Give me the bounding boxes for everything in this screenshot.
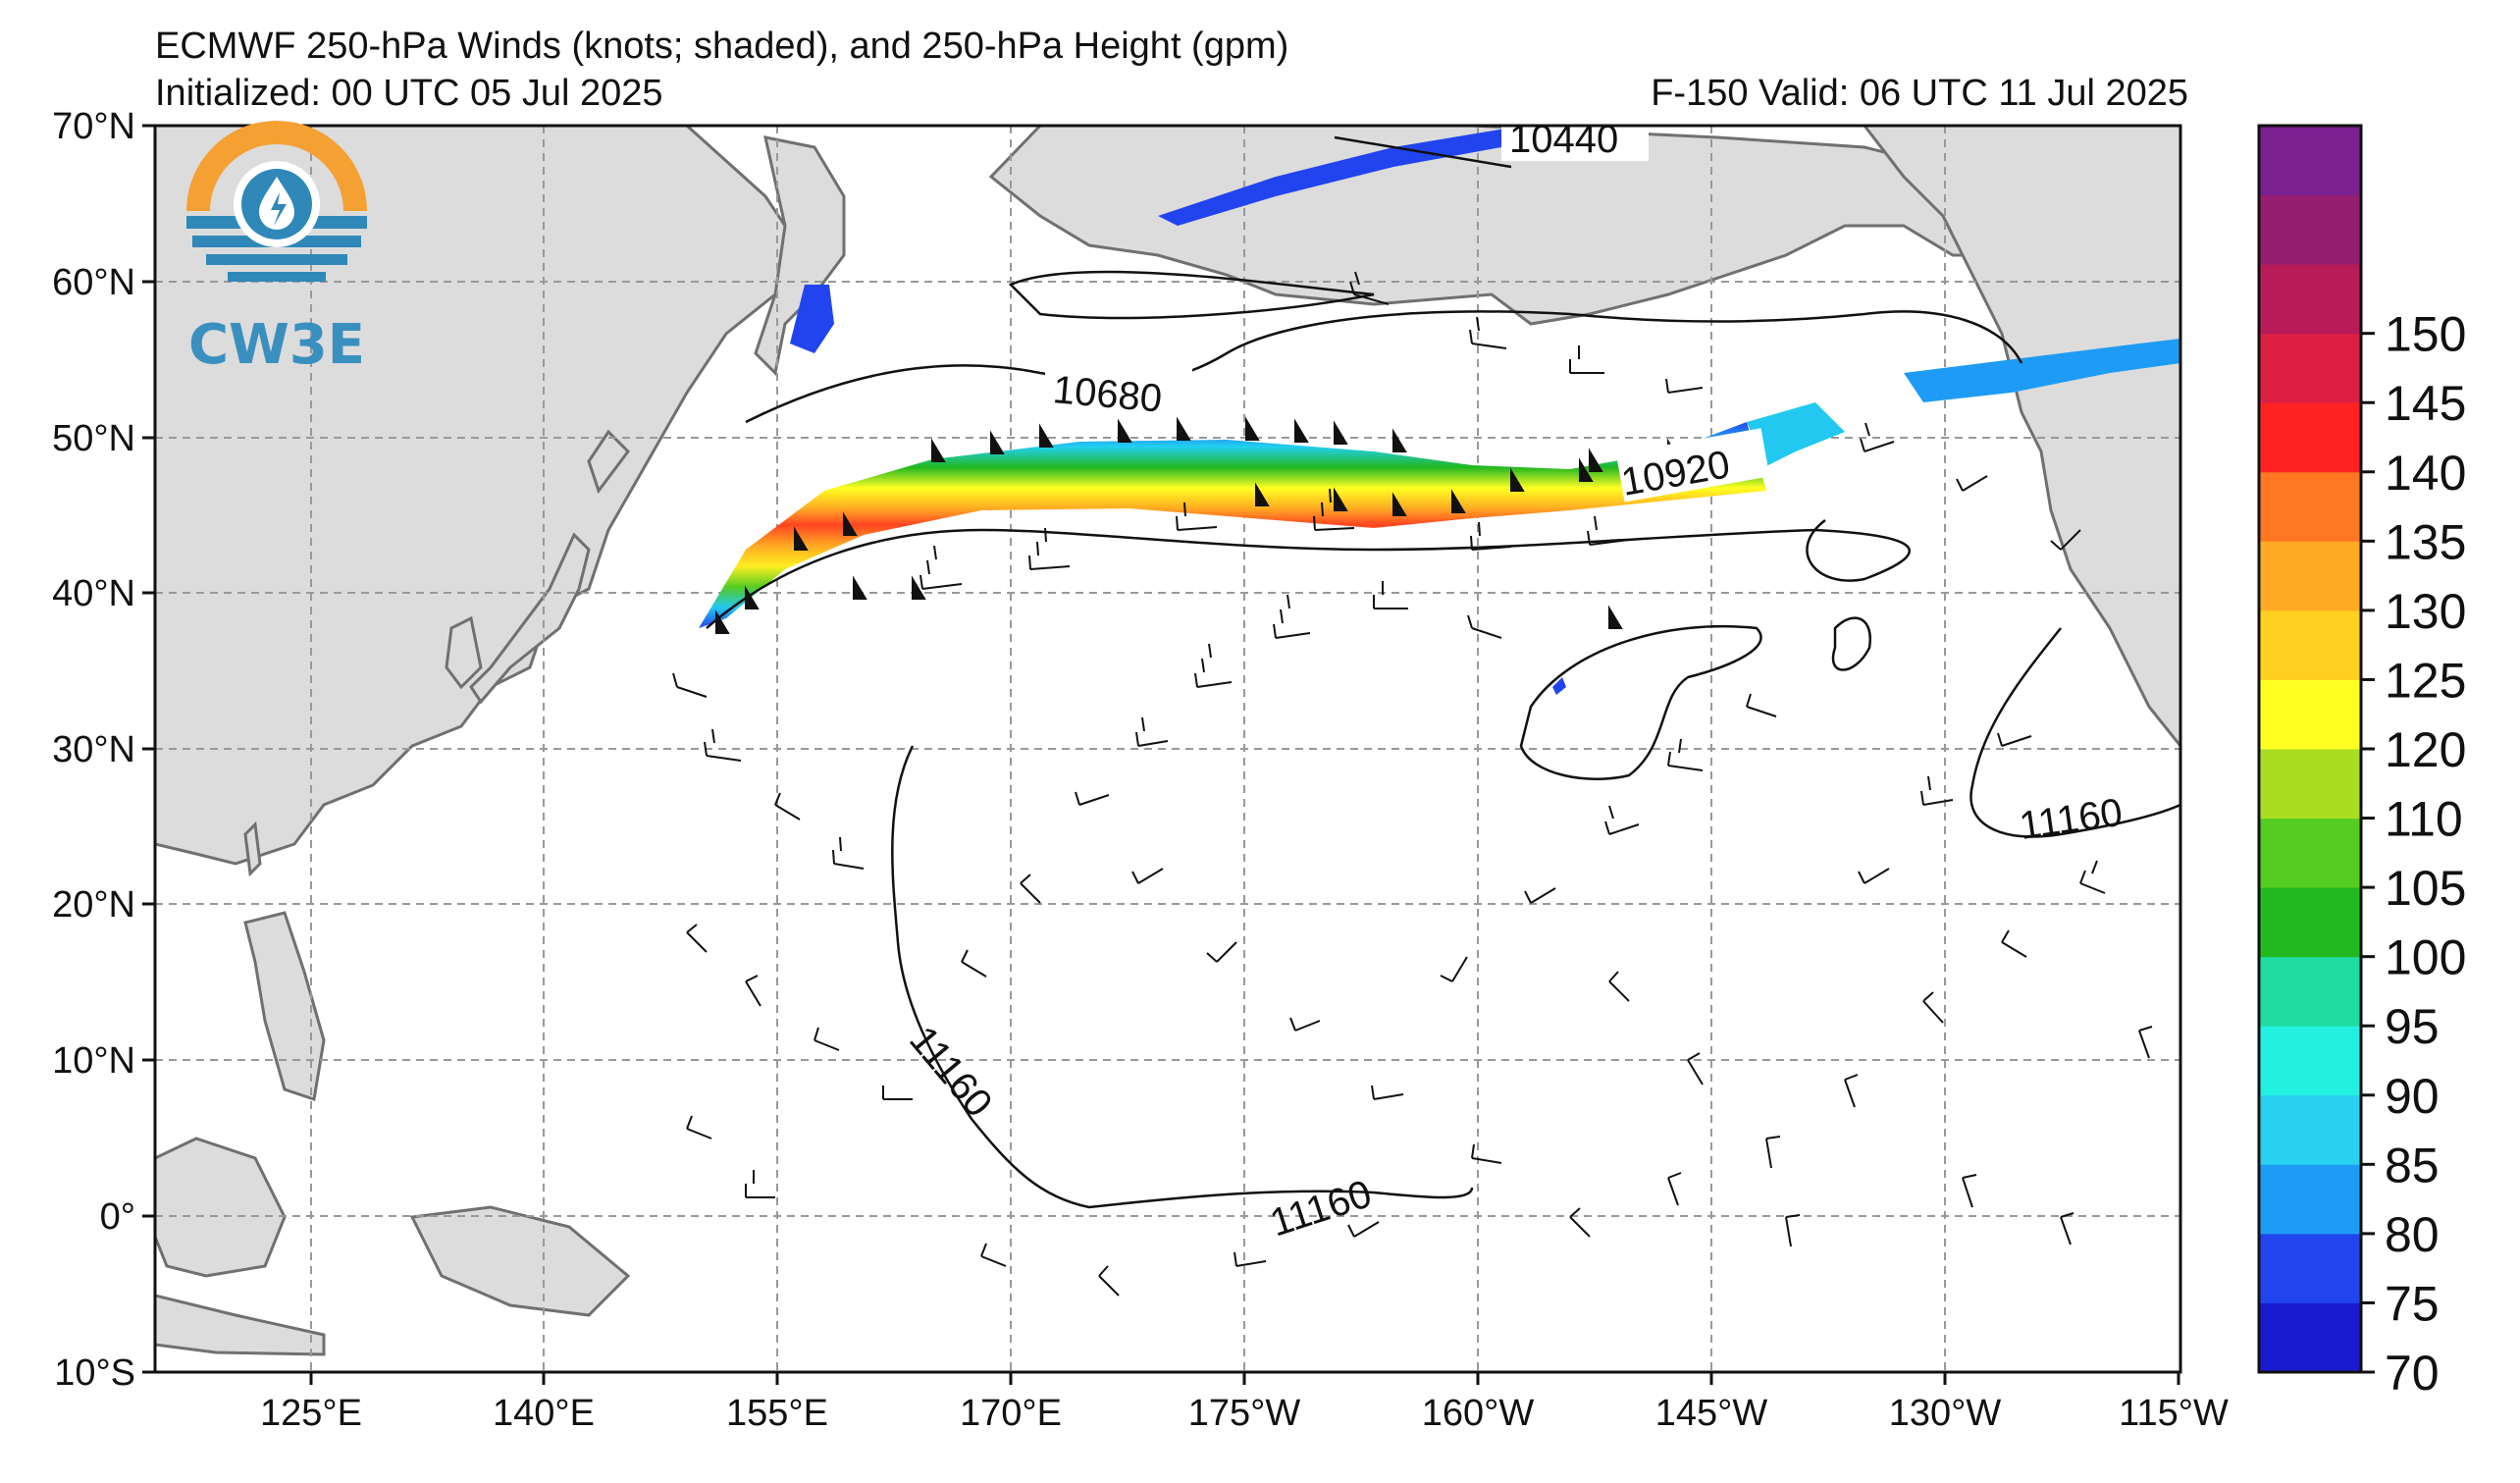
colorbar-swatch [2259, 264, 2361, 335]
logo-text: CW3E [188, 313, 365, 377]
logo-wave-4 [228, 272, 326, 282]
colorbar-tick-label: 75 [2385, 1276, 2440, 1331]
colorbar-swatch [2259, 194, 2361, 265]
colorbar-tick-label: 135 [2385, 514, 2466, 569]
contour-10440 [1334, 135, 1512, 169]
height-contours [706, 135, 2180, 1209]
borneo [155, 1137, 287, 1278]
north-america [1863, 126, 2180, 749]
colorbar-tick-label: 90 [2385, 1069, 2440, 1124]
lon-label-130w: 130°W [1889, 1393, 2002, 1434]
small-blue-cell [1552, 677, 1566, 695]
colorbar-swatch [2259, 1164, 2361, 1235]
land-areas [155, 126, 2180, 1356]
axis-ticks [142, 124, 2180, 1385]
wind-pennants [715, 416, 1682, 634]
lon-label-145w: 145°W [1655, 1393, 1768, 1434]
lat-label-70n: 70°N [52, 106, 135, 147]
lat-label-60n: 60°N [52, 262, 135, 303]
colorbar-swatch [2259, 887, 2361, 958]
colorbar-tick-label: 130 [2385, 584, 2466, 639]
lat-label-30n: 30°N [52, 729, 135, 770]
japan [469, 429, 630, 705]
contour-10680 [745, 310, 2023, 424]
lat-label-10s: 10°S [54, 1352, 135, 1394]
lat-label-0: 0° [100, 1196, 135, 1238]
map-title: ECMWF 250-hPa Winds (knots; shaded), and… [155, 26, 1289, 67]
philippines [243, 911, 326, 1101]
colorbar-swatch [2259, 679, 2361, 750]
lat-label-10n: 10°N [52, 1040, 135, 1082]
logo-wave-3 [206, 254, 347, 265]
contour-11160-east [1969, 627, 2180, 838]
logo-sun-arc [186, 121, 367, 211]
colorbar-tick-label: 95 [2385, 999, 2440, 1054]
wind-barbs [672, 271, 2153, 1297]
colorbar-tick-label: 85 [2385, 1138, 2440, 1192]
jet-core [699, 422, 1766, 628]
lon-label-170e: 170°E [960, 1393, 1062, 1434]
contour-label-10680: 10680 [1051, 368, 1164, 421]
colorbar-tick-label: 150 [2385, 307, 2466, 362]
colorbar-tick-label: 105 [2385, 861, 2466, 916]
colorbar-tick-label: 110 [2385, 792, 2463, 847]
colorbar-swatches [2259, 126, 2361, 1373]
lon-label-125e: 125°E [260, 1393, 362, 1434]
lat-label-20n: 20°N [52, 884, 135, 926]
contour-10680-loop [1008, 270, 1375, 320]
colorbar-tick-label: 145 [2385, 376, 2466, 431]
jet-exit-band [1747, 402, 1845, 466]
colorbar-tick-label: 125 [2385, 653, 2466, 708]
colorbar-tick-label: 140 [2385, 446, 2466, 501]
valid-time: F-150 Valid: 06 UTC 11 Jul 2025 [1651, 73, 2188, 114]
taiwan [243, 821, 262, 877]
lon-label-140e: 140°E [493, 1393, 595, 1434]
gulf-of-alaska-streak [1904, 339, 2180, 402]
lat-label-40n: 40°N [52, 573, 135, 614]
contour-11160-loop [1519, 624, 1762, 780]
colorbar-swatch [2259, 333, 2361, 403]
lon-label-175w: 175°W [1188, 1393, 1301, 1434]
colorbar-swatch [2259, 1302, 2361, 1373]
contour-11160-west [891, 745, 1474, 1209]
colorbar-tick-label: 80 [2385, 1207, 2440, 1262]
colorbar: 70 75 80 85 90 95 100 105 110 120 125 130 135 140 145 1… [2257, 124, 2466, 1401]
colorbar-swatch [2259, 609, 2361, 680]
longitude-labels: 125°E 140°E 155°E 170°E 175°W 160°W 145°… [260, 1393, 2229, 1434]
map-panel: 10440 10680 10920 11160 11160 11160 [153, 118, 2182, 1374]
lon-label-155e: 155°E [726, 1393, 828, 1434]
colorbar-swatch [2259, 956, 2361, 1027]
korea [445, 615, 483, 690]
colorbar-ticks: 70 75 80 85 90 95 100 105 110 120 125 130 135 140 145 1… [2361, 307, 2466, 1401]
graticule [155, 126, 2180, 1372]
colorbar-swatch [2259, 1094, 2361, 1165]
initialized-time: Initialized: 00 UTC 05 Jul 2025 [155, 73, 663, 114]
colorbar-tick-label: 100 [2385, 930, 2466, 985]
contour-label-10440: 10440 [1509, 118, 1618, 161]
colorbar-swatch [2259, 818, 2361, 888]
colorbar-swatch [2259, 126, 2361, 196]
colorbar-tick-label: 70 [2385, 1346, 2440, 1401]
latitude-labels: 70°N 60°N 50°N 40°N 30°N 20°N 10°N 0° 10… [52, 106, 135, 1394]
colorbar-swatch [2259, 471, 2361, 542]
colorbar-swatch [2259, 541, 2361, 611]
colorbar-tick-label: 120 [2385, 722, 2466, 777]
lon-label-160w: 160°W [1422, 1393, 1535, 1434]
contour-10920 [706, 519, 1912, 629]
new-guinea [409, 1205, 631, 1317]
colorbar-swatch [2259, 1233, 2361, 1303]
sea-of-okhotsk-streak [790, 285, 834, 353]
colorbar-swatch [2259, 749, 2361, 820]
colorbar-swatch [2259, 402, 2361, 473]
sumatra-java [155, 1294, 326, 1356]
colorbar-swatch [2259, 1026, 2361, 1096]
lon-label-115w: 115°W [2119, 1393, 2229, 1434]
lat-label-50n: 50°N [52, 418, 135, 459]
kamchatka [754, 135, 846, 377]
contour-11160-small [1831, 616, 1872, 671]
cw3e-logo: CW3E [186, 121, 367, 377]
